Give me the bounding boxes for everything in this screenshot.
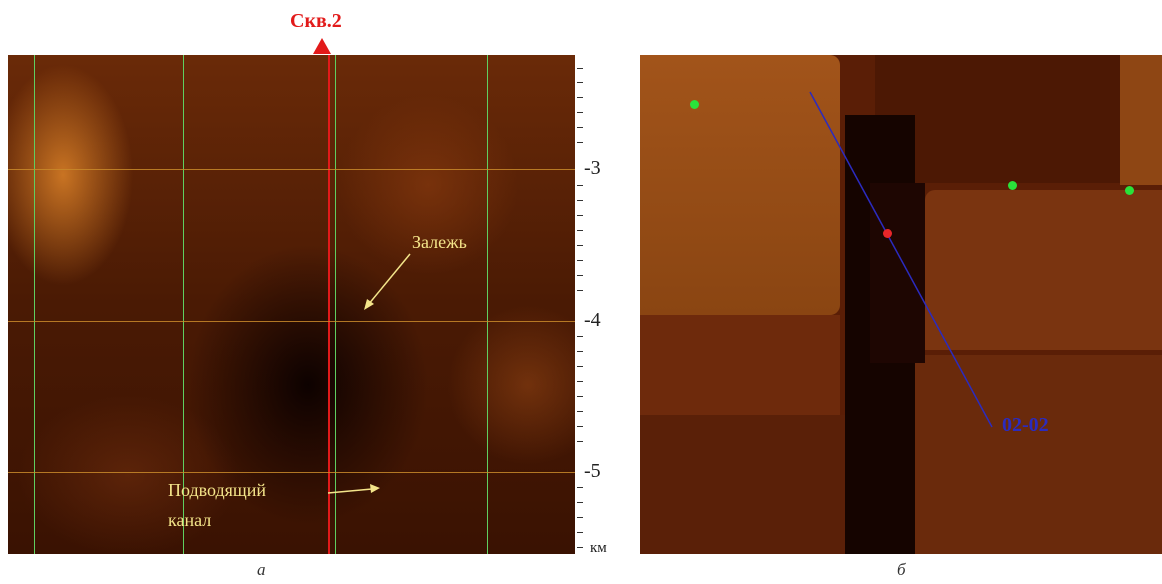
well-point-green <box>1008 181 1017 190</box>
axis-tick <box>577 185 583 186</box>
axis-tick-label: -5 <box>584 460 601 482</box>
panel-a-seismic-map: Залежь Подводящий канал <box>8 55 575 554</box>
grid-vertical-line <box>34 55 35 554</box>
annotation-deposit: Залежь <box>412 232 467 252</box>
axis-tick <box>577 411 583 412</box>
caption-b: б <box>897 560 906 579</box>
grid-vertical-line <box>487 55 488 554</box>
axis-tick <box>577 275 583 276</box>
axis-tick <box>577 290 583 291</box>
axis-tick <box>577 97 583 98</box>
axis-tick <box>577 215 583 216</box>
axis-tick <box>577 487 583 488</box>
arrow-channel-head <box>370 484 380 493</box>
axis-tick <box>577 260 583 261</box>
axis-tick <box>577 245 583 246</box>
grid-horizontal-line <box>8 321 575 322</box>
profile-label: 02-02 <box>1002 414 1049 436</box>
channel-region <box>870 183 925 363</box>
arrow-channel <box>327 488 373 494</box>
axis-unit-label: км <box>590 540 607 556</box>
block-region <box>925 190 1162 350</box>
panel-b-block-model <box>640 55 1162 554</box>
caption-a: а <box>257 560 266 579</box>
arrow-deposit <box>367 253 411 306</box>
well-line <box>328 55 330 554</box>
axis-tick <box>577 230 583 231</box>
arrow-deposit-head <box>364 299 374 310</box>
axis-tick <box>577 336 583 337</box>
axis-tick <box>577 127 583 128</box>
axis-tick <box>577 112 583 113</box>
axis-tick <box>577 547 583 548</box>
axis-tick <box>577 502 583 503</box>
well-marker-triangle <box>313 38 331 54</box>
axis-tick <box>577 142 583 143</box>
well-point-green <box>690 100 699 109</box>
grid-horizontal-line <box>8 472 575 473</box>
axis-tick <box>577 351 583 352</box>
axis-tick <box>577 532 583 533</box>
annotation-channel-line1: Подводящий <box>168 480 267 500</box>
axis-tick <box>577 200 583 201</box>
block-region <box>875 55 1120 183</box>
profile-line <box>809 91 993 428</box>
well-point-green <box>1125 186 1134 195</box>
axis-tick-label: -3 <box>584 157 601 179</box>
annotation-channel-line2: канал <box>168 510 212 530</box>
grid-horizontal-line <box>8 169 575 170</box>
grid-vertical-line <box>183 55 184 554</box>
axis-tick <box>577 441 583 442</box>
block-region <box>640 55 840 315</box>
block-region <box>905 355 1162 554</box>
block-region <box>640 415 855 554</box>
axis-tick <box>577 381 583 382</box>
axis-tick <box>577 517 583 518</box>
block-region <box>1120 55 1162 185</box>
well-label: Скв.2 <box>290 10 342 32</box>
axis-tick-label: -4 <box>584 309 601 331</box>
profile-overlay <box>809 91 993 428</box>
axis-tick <box>577 396 583 397</box>
axis-tick <box>577 426 583 427</box>
grid-vertical-line <box>335 55 336 554</box>
axis-tick <box>577 68 583 69</box>
annotation-arrows <box>327 253 411 494</box>
axis-tick <box>577 82 583 83</box>
well-point-red <box>883 229 892 238</box>
axis-tick <box>577 366 583 367</box>
